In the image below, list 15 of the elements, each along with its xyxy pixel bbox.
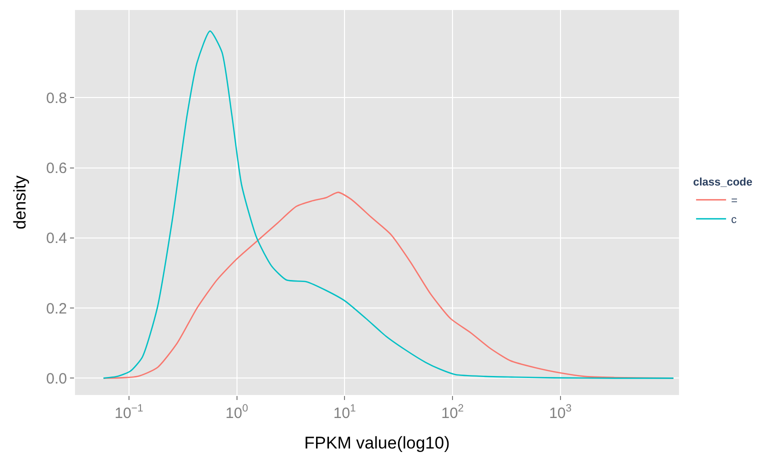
x-axis-title: FPKM value(log10) [304, 433, 450, 452]
y-tick-label: 0.8 [46, 90, 67, 107]
x-tick-label: 10$^{3}$ [549, 402, 572, 422]
x-tick-label: 10$^{1}$ [333, 402, 356, 422]
y-tick-label: 0.2 [46, 300, 67, 318]
legend-label: c [731, 214, 738, 226]
legend-title: class_code [693, 176, 752, 188]
y-tick-label: 0.4 [46, 230, 67, 248]
x-tick-label: 10$^{0}$ [226, 402, 248, 422]
y-tick-label: 0.6 [46, 160, 67, 178]
x-tick-label: 10$^{−1}$ [114, 402, 144, 422]
y-tick-label: 0.0 [46, 370, 67, 388]
legend-label: = [731, 195, 738, 208]
y-axis-title: density [10, 175, 30, 230]
x-tick-label: 10$^{2}$ [441, 402, 464, 422]
